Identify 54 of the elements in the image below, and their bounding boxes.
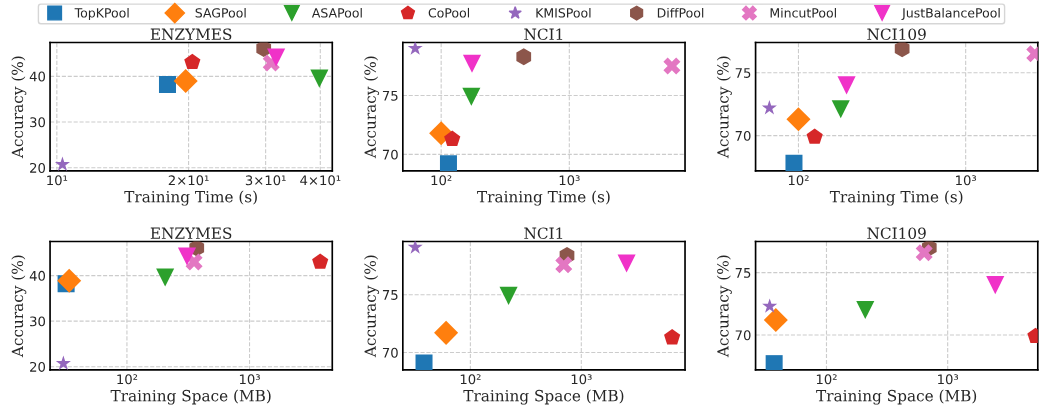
chart-title: NCI1 xyxy=(524,227,563,239)
x-tick-label: 10³ xyxy=(956,175,977,186)
y-tick-label: 30 xyxy=(30,117,46,128)
x-tick-label: 10³ xyxy=(938,374,959,385)
legend-label: CoPool xyxy=(428,7,470,18)
x-tick-label: 3×10¹ xyxy=(245,175,286,186)
x-tick-label: 10² xyxy=(431,175,452,186)
legend-label: DiffPool xyxy=(657,7,704,18)
x-tick-label: 10² xyxy=(460,374,481,385)
chart-title: NCI1 xyxy=(524,28,563,40)
y-axis-title: Accuracy (%) xyxy=(364,56,380,159)
x-axis-title: Training Time (s) xyxy=(829,190,963,206)
y-tick-label: 40 xyxy=(29,270,46,281)
x-tick-label: 10¹ xyxy=(47,175,68,186)
x-axis-title: Training Time (s) xyxy=(124,190,257,206)
chart-title: ENZYMES xyxy=(150,28,232,40)
y-axis-title: Accuracy (%) xyxy=(11,56,27,159)
chart-title: NCI109 xyxy=(867,28,926,40)
y-tick-label: 40 xyxy=(29,71,46,82)
y-tick-label: 70 xyxy=(735,130,751,141)
x-tick-label: 10³ xyxy=(571,374,592,385)
legend-label: ASAPool xyxy=(311,7,362,18)
legend-label: JustBalancePool xyxy=(901,7,1000,20)
x-tick-label: 10² xyxy=(788,175,809,186)
x-axis-title: Training Space (MB) xyxy=(463,389,624,405)
legend-label: KMISPool xyxy=(536,7,591,18)
y-tick-label: 70 xyxy=(735,330,751,341)
chart-title: NCI109 xyxy=(867,227,926,239)
y-tick-label: 75 xyxy=(735,68,751,78)
x-tick-label: 10² xyxy=(816,374,837,385)
x-tick-label: 2×10¹ xyxy=(168,175,209,186)
y-tick-label: 75 xyxy=(735,268,751,278)
x-tick-label: 10³ xyxy=(559,175,580,186)
legend-label: SAGPool xyxy=(195,7,246,18)
x-tick-label: 10² xyxy=(117,374,138,385)
y-tick-label: 20 xyxy=(30,361,46,372)
y-axis-title: Accuracy (%) xyxy=(364,255,380,358)
chart-title: ENZYMES xyxy=(150,227,232,239)
y-tick-label: 70 xyxy=(382,149,398,160)
y-axis-title: Accuracy (%) xyxy=(716,255,732,358)
x-axis-title: Training Time (s) xyxy=(477,190,610,206)
y-tick-label: 30 xyxy=(30,316,46,327)
y-axis-title: Accuracy (%) xyxy=(11,255,27,358)
y-axis-title: Accuracy (%) xyxy=(716,56,732,159)
x-axis-title: Training Space (MB) xyxy=(816,389,977,405)
y-tick-label: 20 xyxy=(30,162,46,173)
x-tick-label: 10³ xyxy=(239,374,260,385)
legend-label: TopKPool xyxy=(74,7,129,21)
x-axis-title: Training Space (MB) xyxy=(110,389,271,405)
y-tick-label: 70 xyxy=(382,347,398,358)
legend-label: MincutPool xyxy=(770,7,836,18)
x-tick-label: 4×10¹ xyxy=(300,175,341,186)
y-tick-label: 75 xyxy=(382,90,398,101)
y-tick-label: 75 xyxy=(382,290,398,300)
